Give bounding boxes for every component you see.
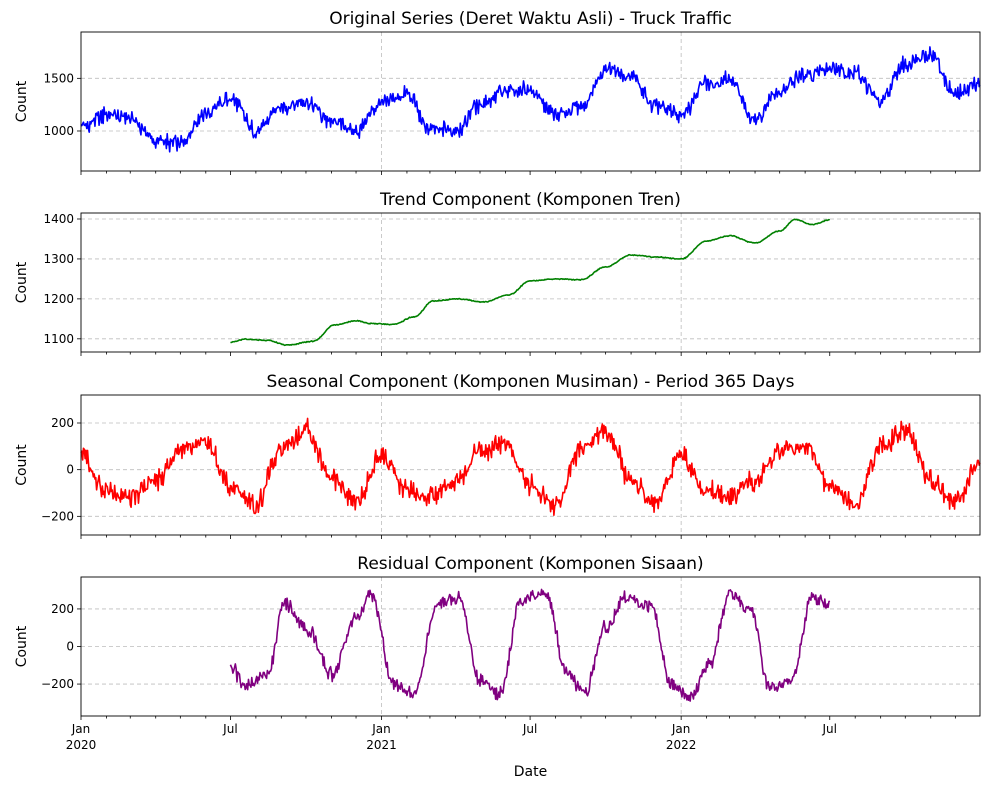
panel-2: 1100 1200 1300 1400 Trend Component (Kompone… xyxy=(14,190,981,356)
x-tick-label: Jan xyxy=(71,722,91,736)
y-axis-label: Count xyxy=(14,625,30,667)
panel-title: Residual Component (Komponen Sisaan) xyxy=(357,554,703,574)
x-tick-year-label: 2021 xyxy=(366,738,397,752)
y-tick-label: −200 xyxy=(41,509,74,523)
panel-title: Trend Component (Komponen Tren) xyxy=(379,190,681,210)
y-tick-label: 1100 xyxy=(43,332,74,346)
plot-frame xyxy=(80,212,981,353)
y-tick-label: 1000 xyxy=(43,124,74,138)
y-axis-label: Count xyxy=(14,80,30,122)
plot-frame xyxy=(80,394,981,536)
series-line xyxy=(80,417,981,517)
panel-title: Original Series (Deret Waktu Asli) - Tru… xyxy=(329,9,732,29)
series-line xyxy=(230,218,831,347)
series-line xyxy=(229,588,831,702)
plot-frame xyxy=(80,31,981,172)
y-tick-label: 1400 xyxy=(43,212,74,226)
y-tick-label: 1300 xyxy=(43,252,74,266)
x-tick-year-label: 2022 xyxy=(666,738,697,752)
x-tick-label: Jul xyxy=(822,722,837,736)
panel-1: 1000 1500 Original Series (Deret Waktu Asl… xyxy=(14,9,981,175)
y-tick-label: −200 xyxy=(41,677,74,691)
y-axis-label: Count xyxy=(14,261,30,303)
x-tick-label: Jan xyxy=(371,722,391,736)
panel-title: Seasonal Component (Komponen Musiman) - … xyxy=(267,372,795,392)
y-tick-label: 200 xyxy=(51,416,74,430)
y-axis-label: Count xyxy=(14,444,30,486)
x-tick-year-label: 2020 xyxy=(66,738,97,752)
y-tick-label: 0 xyxy=(66,463,74,477)
y-tick-label: 200 xyxy=(51,602,74,616)
series-line xyxy=(80,46,981,153)
x-tick-label: Jan xyxy=(671,722,691,736)
plot-frame xyxy=(80,576,981,717)
panel-3: −200 0 200 Seasonal Component (Komponen Mus… xyxy=(14,372,981,539)
panel-4: −200 0 200 Residual Component (Komponen Sis… xyxy=(14,554,981,780)
x-tick-label: Jul xyxy=(222,722,237,736)
x-tick-label: Jul xyxy=(522,722,537,736)
y-tick-label: 1200 xyxy=(43,292,74,306)
y-tick-label: 1500 xyxy=(43,71,74,85)
x-axis-label: Date xyxy=(514,764,547,780)
y-tick-label: 0 xyxy=(66,640,74,654)
